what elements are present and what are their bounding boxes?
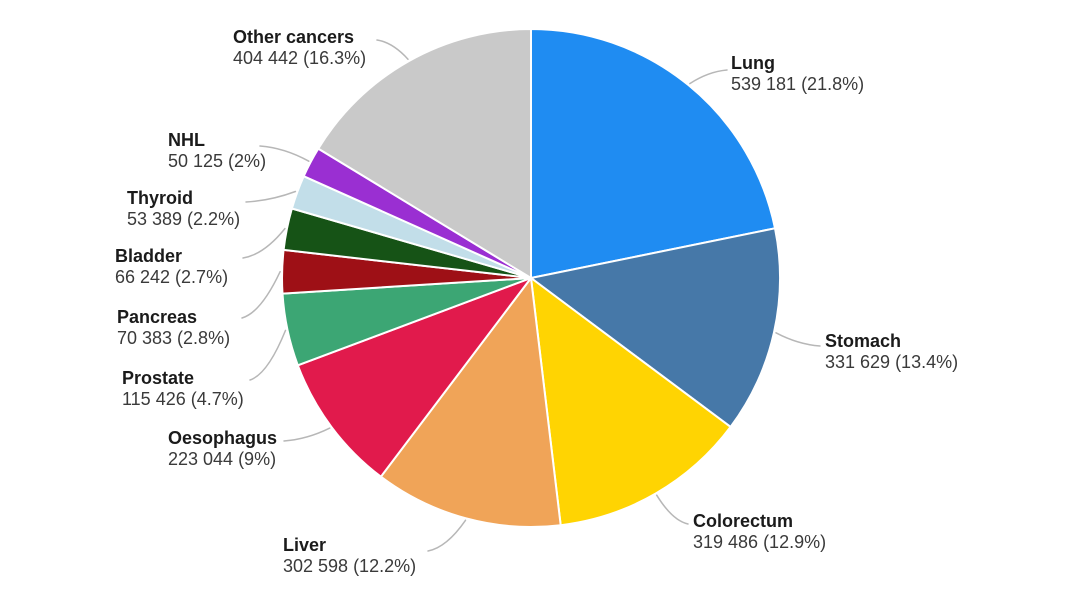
slice-label-value: 50 125 (2%) (168, 151, 267, 171)
slice-label-name: Liver (283, 535, 327, 555)
slice-label-colorectum: Colorectum 319 486 (12.9%) (693, 511, 826, 553)
slice-label-name: Other cancers (233, 27, 355, 47)
slice-label-oesophagus: Oesophagus 223 044 (9%) (168, 428, 277, 470)
slice-label-stomach: Stomach 331 629 (13.4%) (825, 331, 958, 373)
slice-label-value: 70 383 (2.8%) (117, 328, 231, 348)
leader-line-nhl (259, 145, 310, 162)
pie-slice-colorectum[interactable] (530, 277, 732, 527)
slice-label-name: Lung (731, 53, 775, 73)
pie-slice-liver[interactable] (379, 277, 562, 528)
leader-lines-group (241, 39, 821, 552)
slice-label-name: Colorectum (693, 511, 794, 531)
pie-slice-lung[interactable] (530, 28, 776, 279)
leader-line-lung (689, 69, 728, 85)
slice-label-prostate: Prostate 115 426 (4.7%) (122, 368, 244, 410)
slice-label-value: 66 242 (2.7%) (115, 267, 229, 287)
pie-slice-stomach[interactable] (530, 227, 782, 428)
slice-label-name: Thyroid (127, 188, 193, 208)
slice-label-value: 115 426 (4.7%) (122, 389, 244, 409)
pie-slice-other-cancers[interactable] (317, 28, 532, 279)
slice-label-liver: Liver 302 598 (12.2%) (283, 535, 416, 577)
leader-line-bladder (242, 227, 286, 259)
slice-label-name: Pancreas (117, 307, 198, 327)
leader-line-other-cancers (376, 39, 409, 60)
slice-label-name: Oesophagus (168, 428, 278, 448)
leader-line-colorectum (655, 494, 689, 525)
slice-label-pancreas: Pancreas 70 383 (2.8%) (117, 307, 230, 349)
slice-label-name: Bladder (115, 246, 183, 266)
leader-line-liver (427, 519, 467, 552)
slice-label-value: 404 442 (16.3%) (233, 48, 367, 68)
leader-line-stomach (775, 332, 821, 347)
pie-slice-oesophagus[interactable] (296, 277, 532, 478)
leader-line-pancreas (241, 270, 281, 319)
slice-label-name: NHL (168, 130, 205, 150)
slice-label-name: Prostate (122, 368, 195, 388)
slice-label-lung: Lung 539 181 (21.8%) (731, 53, 864, 95)
slice-label-value: 331 629 (13.4%) (825, 352, 959, 372)
slice-label-value: 539 181 (21.8%) (731, 74, 865, 94)
slice-label-nhl: NHL 50 125 (2%) (168, 130, 266, 172)
leader-line-prostate (249, 329, 287, 381)
slice-label-bladder: Bladder 66 242 (2.7%) (115, 246, 228, 288)
slice-label-name: Stomach (825, 331, 902, 351)
slice-label-other-cancers: Other cancers 404 442 (16.3%) (233, 27, 366, 69)
slice-label-value: 302 598 (12.2%) (283, 556, 417, 576)
slice-label-value: 223 044 (9%) (168, 449, 277, 469)
leader-line-oesophagus (283, 427, 331, 442)
slice-label-value: 319 486 (12.9%) (693, 532, 827, 552)
slice-label-thyroid: Thyroid 53 389 (2.2%) (127, 188, 240, 230)
slice-label-value: 53 389 (2.2%) (127, 209, 241, 229)
leader-line-thyroid (245, 190, 297, 203)
pie-slices-group (281, 28, 782, 528)
